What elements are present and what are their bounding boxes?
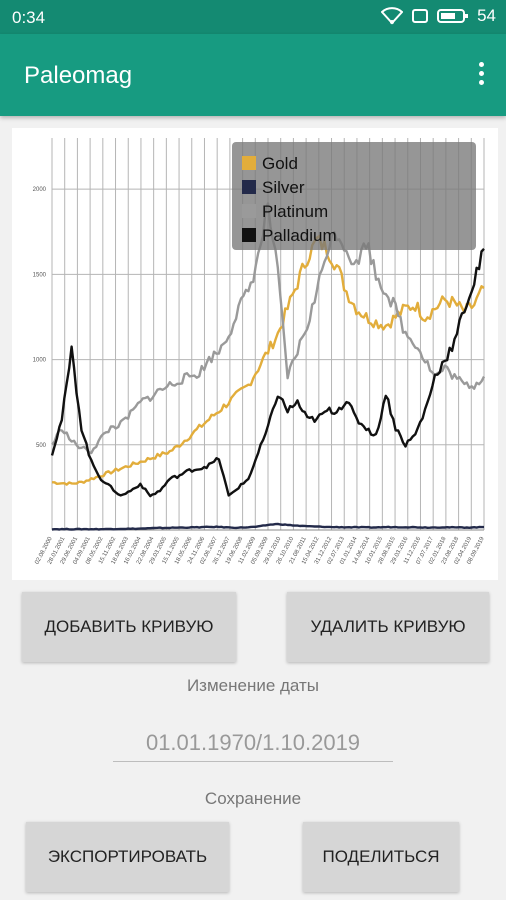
save-label: Сохранение	[204, 789, 302, 808]
legend-label: Platinum	[262, 202, 328, 221]
app-bar: Paleomag	[0, 34, 506, 116]
series-line-gold	[52, 234, 485, 486]
y-tick-label: 500	[36, 443, 47, 449]
price-chart: 02.08.2000 28.01.2001 29.06.2001 04.09.2001…	[12, 128, 498, 580]
add-curve-button[interactable]: ДОБАВИТЬ КРИВУЮ	[22, 592, 236, 662]
remove-curve-button[interactable]: УДАЛИТЬ КРИВУЮ	[287, 592, 489, 662]
export-button[interactable]: ЭКСПОРТИРОВАТЬ	[26, 822, 229, 892]
date-change-label: Изменение даты	[186, 676, 320, 695]
share-button[interactable]: ПОДЕЛИТЬСЯ	[303, 822, 459, 892]
y-tick-label: 2000	[33, 187, 47, 193]
legend-label: Palladium	[262, 226, 337, 245]
y-tick-label: 1500	[33, 272, 47, 278]
sim-icon	[412, 9, 429, 23]
battery-icon	[437, 9, 469, 23]
status-bar: 0:34 54	[0, 0, 506, 34]
legend-swatch	[242, 180, 256, 194]
chart-svg: 02.08.200028.01.200129.06.200104.09.2001…	[33, 138, 486, 565]
legend-swatch	[242, 228, 256, 242]
series-line-palladium	[50, 247, 485, 498]
legend-label: Silver	[262, 178, 305, 197]
status-icons: 54	[381, 6, 496, 26]
legend-swatch	[242, 204, 256, 218]
battery-level: 54	[477, 6, 496, 25]
chart-legend	[232, 142, 476, 250]
overflow-menu-icon[interactable]	[476, 62, 486, 90]
app-title: Paleomag	[24, 62, 133, 89]
legend-label: Gold	[262, 154, 298, 173]
legend-swatch	[242, 156, 256, 170]
series-line-silver	[51, 522, 484, 531]
wifi-icon	[381, 7, 404, 25]
date-range-input[interactable]: 01.01.1970/1.10.2019	[113, 726, 393, 762]
y-tick-label: 1000	[33, 358, 47, 364]
status-time: 0:34	[12, 8, 46, 27]
